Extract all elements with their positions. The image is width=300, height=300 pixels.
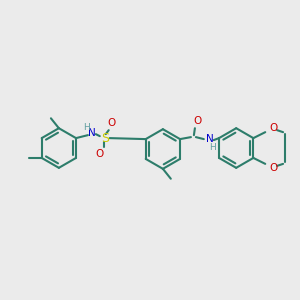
Text: S: S [101,132,109,145]
Text: O: O [269,123,277,133]
Text: O: O [269,163,277,173]
Text: N: N [206,134,214,144]
Text: H: H [83,123,90,132]
Text: O: O [108,118,116,128]
Text: O: O [96,149,104,159]
Text: O: O [194,116,202,126]
Text: N: N [88,128,96,138]
Text: H: H [209,142,216,152]
